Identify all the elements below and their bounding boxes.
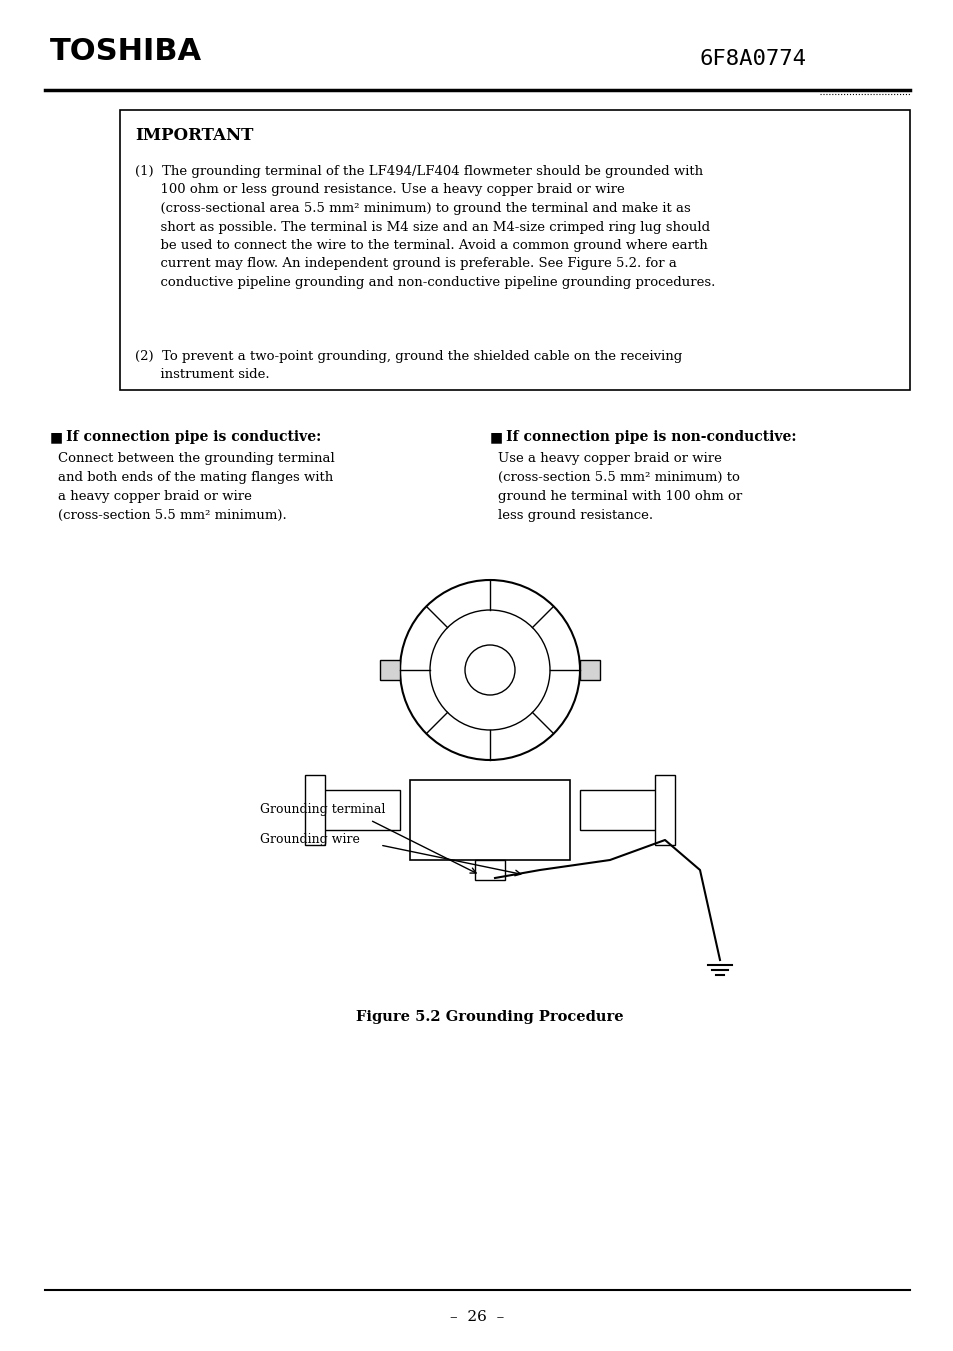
Bar (579, 790, 669, 830)
Text: If connection pipe is non-conductive:: If connection pipe is non-conductive: (505, 430, 796, 444)
Bar (410, 780, 569, 861)
Text: Connect between the grounding terminal
and both ends of the mating flanges with
: Connect between the grounding terminal a… (58, 453, 335, 521)
Bar (475, 861, 504, 880)
Text: Grounding terminal: Grounding terminal (260, 804, 385, 816)
Text: (1)  The grounding terminal of the LF494/LF404 flowmeter should be grounded with: (1) The grounding terminal of the LF494/… (135, 165, 715, 289)
Text: TOSHIBA: TOSHIBA (50, 36, 202, 66)
Text: ■: ■ (50, 430, 63, 444)
Text: Grounding wire: Grounding wire (260, 834, 359, 847)
Text: (2)  To prevent a two-point grounding, ground the shielded cable on the receivin: (2) To prevent a two-point grounding, gr… (135, 350, 681, 381)
Text: If connection pipe is conductive:: If connection pipe is conductive: (66, 430, 321, 444)
Text: –  26  –: – 26 – (450, 1310, 503, 1324)
Bar (379, 661, 399, 680)
Bar (579, 661, 599, 680)
Text: Use a heavy copper braid or wire
(cross-section 5.5 mm² minimum) to
ground he te: Use a heavy copper braid or wire (cross-… (497, 453, 741, 521)
Text: ■: ■ (490, 430, 502, 444)
Bar (120, 109, 909, 390)
Circle shape (464, 644, 515, 694)
Text: Figure 5.2 Grounding Procedure: Figure 5.2 Grounding Procedure (355, 1011, 623, 1024)
Bar (655, 775, 675, 844)
Text: IMPORTANT: IMPORTANT (135, 127, 253, 145)
Bar (310, 790, 399, 830)
Text: 6F8A0774: 6F8A0774 (700, 49, 806, 69)
Bar (305, 775, 325, 844)
